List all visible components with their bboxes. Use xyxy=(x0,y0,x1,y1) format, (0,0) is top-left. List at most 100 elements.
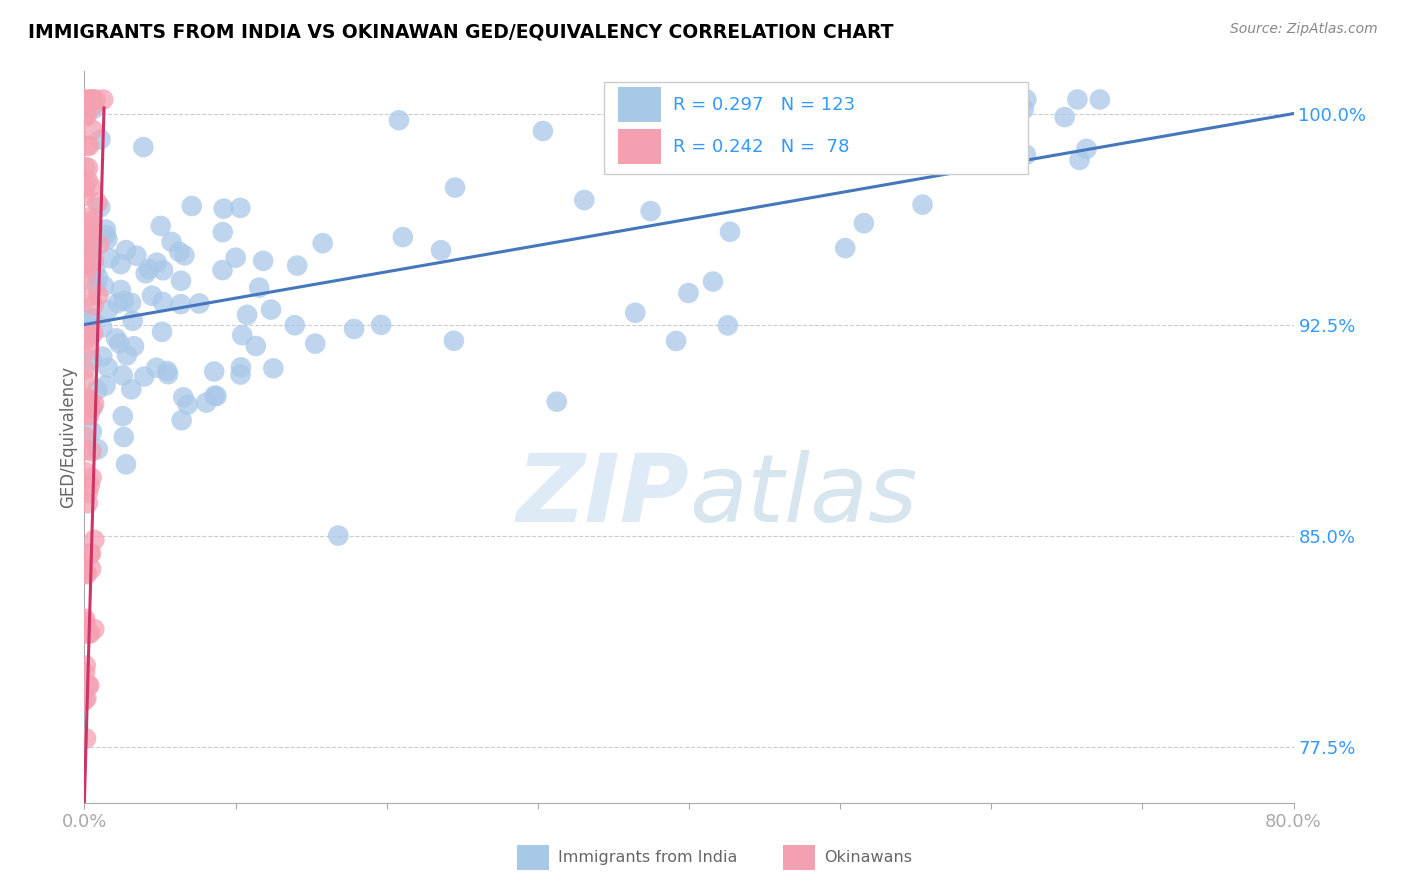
Point xyxy=(157,368,180,382)
Point xyxy=(84,93,107,107)
Point xyxy=(229,360,252,375)
Point xyxy=(80,322,103,336)
Point xyxy=(75,362,97,376)
Point xyxy=(145,255,167,269)
Point xyxy=(111,368,134,383)
Text: ZIP: ZIP xyxy=(516,450,689,541)
Point xyxy=(134,369,156,384)
Point xyxy=(430,244,453,258)
Point xyxy=(328,528,350,542)
Point xyxy=(89,200,111,214)
Point xyxy=(247,280,270,294)
Point xyxy=(75,180,97,194)
Point xyxy=(311,236,333,251)
Point xyxy=(82,326,104,340)
FancyBboxPatch shape xyxy=(617,129,661,164)
Point xyxy=(75,109,97,123)
Point xyxy=(170,297,193,311)
Point xyxy=(1015,147,1038,161)
Point xyxy=(87,442,110,457)
Point xyxy=(82,223,104,237)
Point xyxy=(983,94,1005,108)
Point xyxy=(93,279,115,293)
Point xyxy=(83,253,105,268)
Point xyxy=(94,222,117,236)
Point xyxy=(80,251,103,265)
Point xyxy=(89,132,111,146)
Point xyxy=(75,234,97,248)
Point xyxy=(77,679,100,693)
Point xyxy=(138,262,160,277)
Point xyxy=(94,227,117,242)
Point xyxy=(665,334,688,348)
Point xyxy=(229,201,252,215)
Point xyxy=(640,204,662,219)
Point xyxy=(370,318,392,332)
Point xyxy=(1076,142,1098,156)
Point xyxy=(84,262,107,277)
Point xyxy=(75,566,97,581)
Point xyxy=(115,348,138,362)
FancyBboxPatch shape xyxy=(783,846,814,870)
Point xyxy=(82,233,104,247)
Point xyxy=(87,288,110,302)
Point xyxy=(910,93,932,107)
Point xyxy=(169,244,191,259)
Point xyxy=(150,325,173,339)
Point xyxy=(122,339,145,353)
Point xyxy=(86,383,108,397)
Point xyxy=(775,120,797,134)
Point xyxy=(252,253,274,268)
Point xyxy=(83,98,105,112)
Point xyxy=(79,548,101,562)
Point xyxy=(97,360,120,375)
Point xyxy=(156,364,179,378)
Point xyxy=(211,225,233,239)
Point xyxy=(77,161,100,175)
Point xyxy=(120,295,142,310)
Point xyxy=(678,285,700,300)
Point xyxy=(79,210,101,224)
Point xyxy=(75,104,97,119)
Point xyxy=(80,444,103,458)
Point xyxy=(546,394,568,409)
Point xyxy=(75,465,97,479)
Point xyxy=(211,263,233,277)
Point xyxy=(77,343,100,357)
Point xyxy=(80,562,103,576)
Point xyxy=(852,216,875,230)
Point xyxy=(86,195,108,210)
Point xyxy=(574,193,596,207)
Point xyxy=(76,397,98,411)
Point xyxy=(834,241,856,255)
Text: Immigrants from India: Immigrants from India xyxy=(558,850,738,865)
Point xyxy=(75,373,97,387)
Point xyxy=(75,160,97,174)
Point xyxy=(145,360,167,375)
Point xyxy=(1088,93,1111,107)
Point xyxy=(172,390,194,404)
Point xyxy=(170,274,193,288)
Point xyxy=(77,486,100,500)
Point xyxy=(125,249,148,263)
Point xyxy=(80,425,103,439)
Point xyxy=(149,219,172,233)
Point xyxy=(1053,110,1076,124)
Point xyxy=(77,327,100,342)
Point xyxy=(107,296,129,310)
Point xyxy=(75,257,97,271)
Point xyxy=(76,261,98,276)
Point xyxy=(80,546,103,560)
Point xyxy=(170,413,193,427)
Point xyxy=(79,93,101,107)
Point xyxy=(188,296,211,310)
Text: R = 0.242   N =  78: R = 0.242 N = 78 xyxy=(673,137,849,156)
Point xyxy=(120,383,142,397)
Point xyxy=(141,289,163,303)
Point xyxy=(77,392,100,407)
Point xyxy=(87,270,110,285)
FancyBboxPatch shape xyxy=(605,82,1028,174)
Point xyxy=(91,320,114,334)
Point xyxy=(76,496,98,510)
Point xyxy=(245,339,267,353)
